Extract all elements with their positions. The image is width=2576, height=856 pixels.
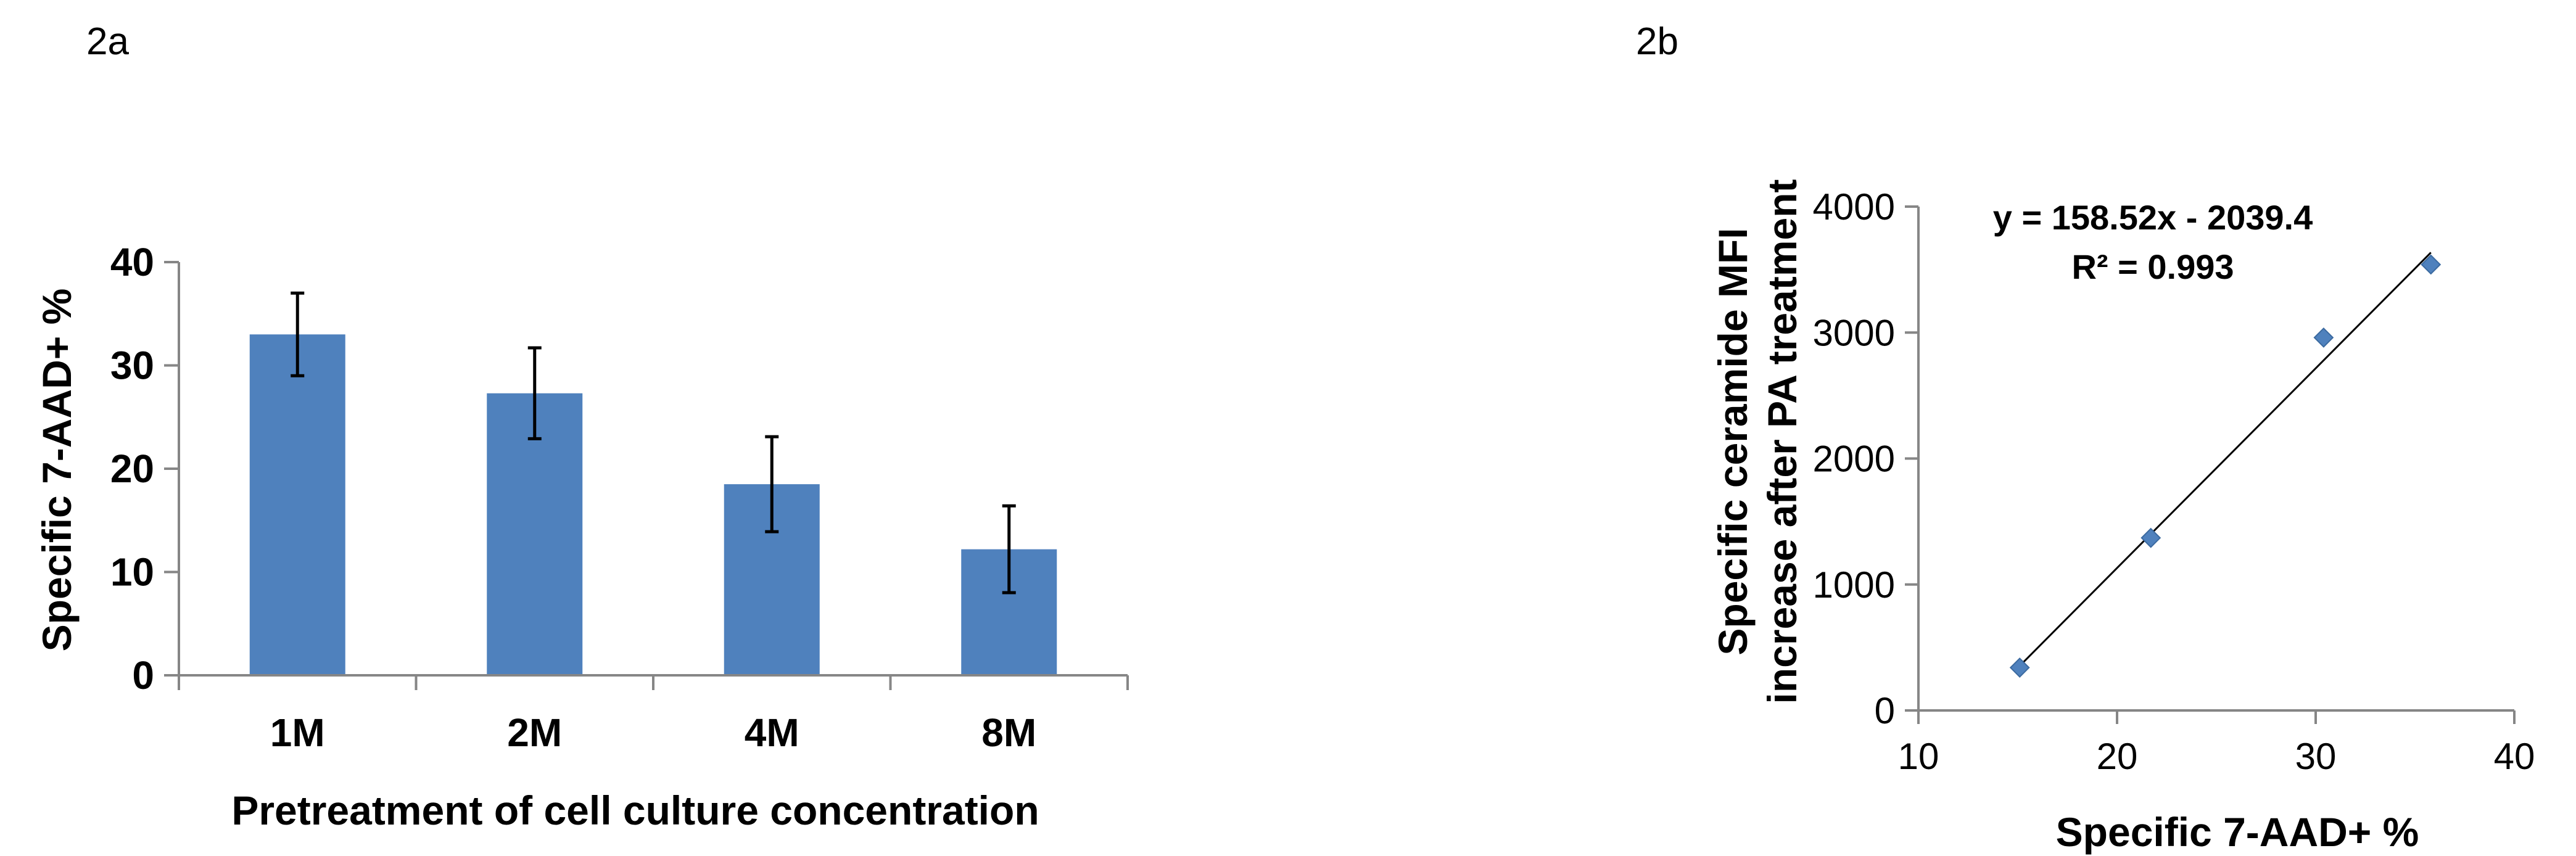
x-tick-labels: 10 20 30 40 — [1898, 736, 2535, 777]
bar-series — [249, 334, 1057, 675]
x-tick-label: 4M — [745, 710, 799, 755]
y-tick-labels: 0 1000 2000 3000 4000 — [1813, 186, 1895, 731]
y-tick-label: 4000 — [1813, 186, 1895, 228]
y-tick-label: 1000 — [1813, 564, 1895, 606]
r-squared-label: R² = 0.993 — [2071, 247, 2234, 286]
scatter-point — [2009, 657, 2030, 678]
panel-label-2a: 2a — [86, 20, 129, 63]
bar-chart-panel: 2a 0 10 20 30 40 1M 2M 4M 8M Pretreatment of ce… — [34, 20, 1129, 833]
x-tick-label: 1M — [270, 710, 325, 755]
x-tick-labels: 1M 2M 4M 8M — [270, 710, 1036, 755]
scatter-chart-panel: 2b 0 1000 2000 3000 4000 10 20 30 40 y = 158.52… — [1636, 20, 2535, 855]
axes — [164, 261, 1129, 690]
y-tick-label: 10 — [110, 550, 154, 595]
x-tick-label: 20 — [2097, 736, 2138, 777]
bar — [249, 334, 345, 675]
y-axis-title-line-1: Specific ceramide MFI — [1710, 228, 1756, 655]
y-tick-label: 3000 — [1813, 312, 1895, 353]
y-tick-label: 30 — [110, 344, 154, 388]
x-axis-title: Pretreatment of cell culture concentrati… — [231, 788, 1039, 833]
x-tick-label: 8M — [981, 710, 1036, 755]
trendline — [2019, 252, 2432, 667]
trendline-equation: y = 158.52x - 2039.4 — [1993, 198, 2313, 237]
x-tick-label: 30 — [2295, 736, 2337, 777]
trendline-path — [2019, 252, 2432, 667]
y-tick-label: 40 — [110, 240, 154, 284]
scatter-point — [2421, 254, 2442, 275]
y-axis-title-line-2: increase after PA treatment — [1759, 179, 1805, 704]
y-tick-label: 20 — [110, 447, 154, 491]
error-bars — [291, 291, 1016, 595]
panel-label-2b: 2b — [1636, 20, 1678, 63]
y-axis-title: Specific 7-AAD+ % — [34, 289, 80, 652]
y-tick-label: 0 — [1875, 690, 1895, 731]
axes — [1905, 205, 2516, 724]
x-tick-label: 10 — [1898, 736, 1939, 777]
scatter-series — [2009, 254, 2442, 678]
x-tick-label: 2M — [507, 710, 562, 755]
y-tick-label: 2000 — [1813, 438, 1895, 480]
y-tick-label: 0 — [132, 653, 154, 698]
scatter-point — [2313, 327, 2334, 348]
y-tick-labels: 0 10 20 30 40 — [110, 240, 154, 698]
x-axis-title: Specific 7-AAD+ % — [2056, 809, 2419, 855]
bar — [487, 393, 583, 675]
x-tick-label: 40 — [2494, 736, 2535, 777]
scatter-point — [2140, 527, 2161, 548]
